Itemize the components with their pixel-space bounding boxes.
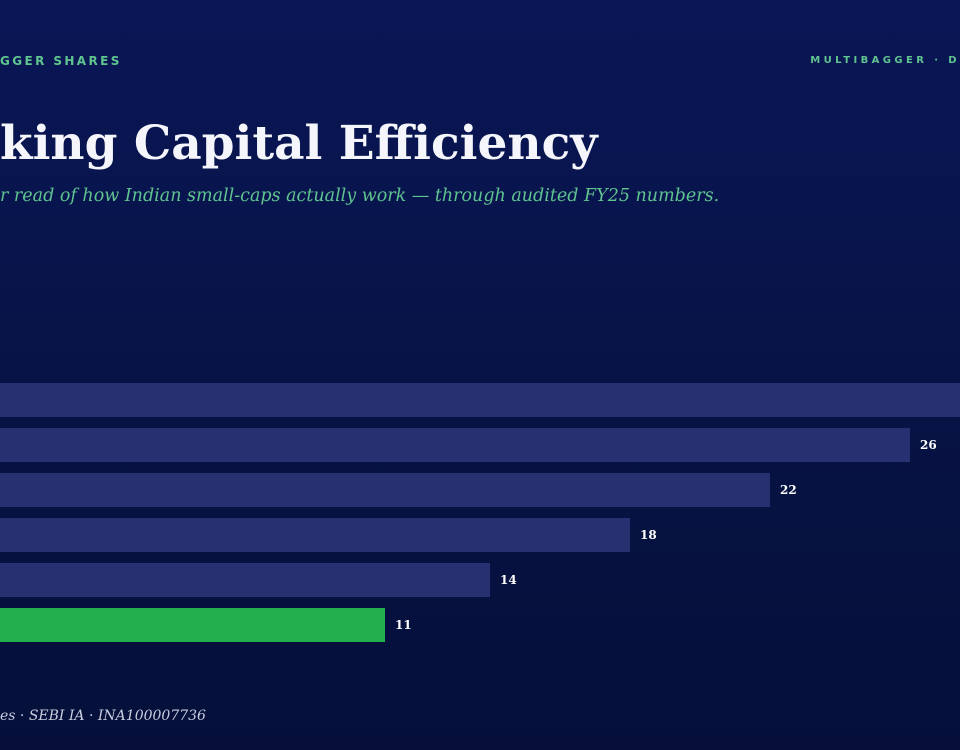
page-title: king Capital Efficiency xyxy=(0,116,598,171)
bar-5 xyxy=(0,608,385,642)
bar-4 xyxy=(0,563,490,597)
bar-value-label-1: 26 xyxy=(920,438,937,452)
bar-1 xyxy=(0,428,910,462)
bar-3 xyxy=(0,518,630,552)
bar-0 xyxy=(0,383,960,417)
bar-2 xyxy=(0,473,770,507)
bar-value-label-4: 14 xyxy=(500,573,517,587)
page-subtitle: r read of how Indian small-caps actually… xyxy=(0,186,720,206)
bar-value-label-3: 18 xyxy=(640,528,657,542)
footer-disclaimer: es · SEBI IA · INA100007736 xyxy=(0,708,206,724)
bar-chart: 26 22 18 14 11 xyxy=(0,383,960,642)
bar-value-label-5: 11 xyxy=(395,618,412,632)
brand-left: GGER SHARES xyxy=(0,54,122,68)
brand-right: MULTIBAGGER · D xyxy=(810,55,960,66)
bar-value-label-2: 22 xyxy=(780,483,797,497)
